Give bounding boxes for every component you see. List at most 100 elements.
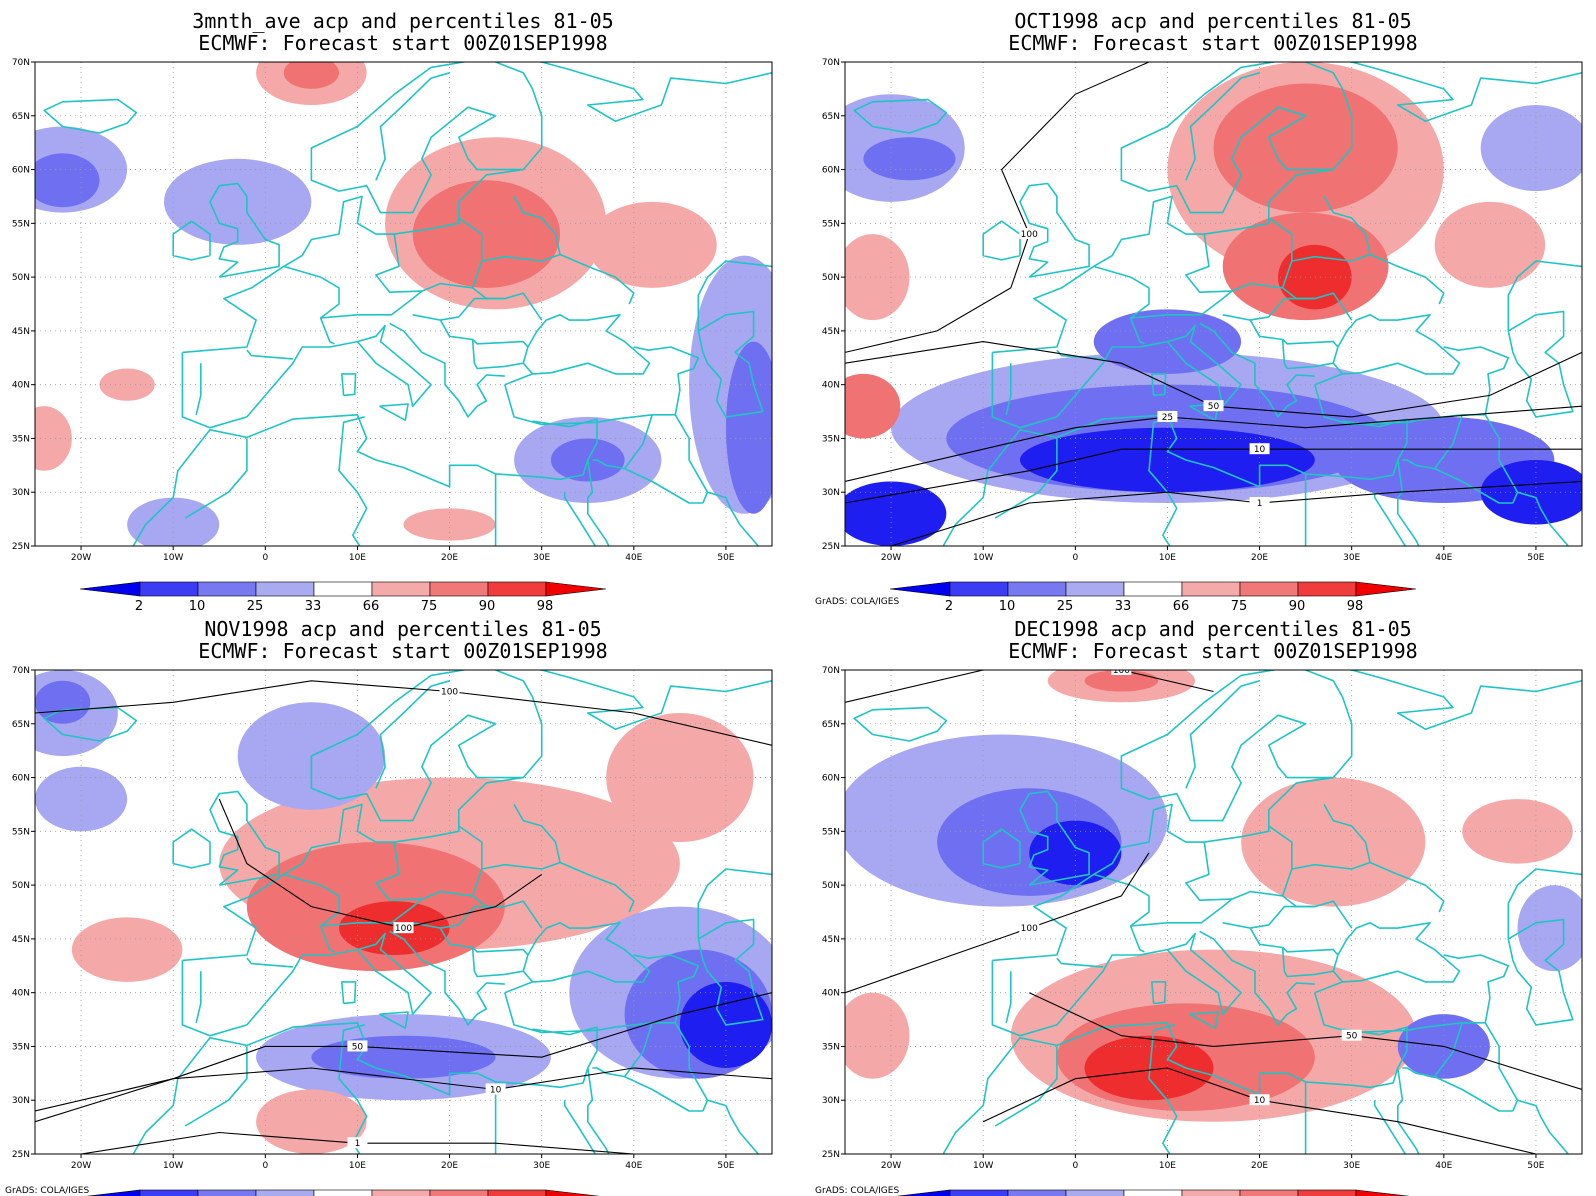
colorbar-label: 33 <box>1115 599 1132 614</box>
coastline <box>1323 196 1371 255</box>
coastline <box>389 322 505 418</box>
panel-nov: NOV1998 acp and percentiles 81-05 ECMWF:… <box>5 617 773 1196</box>
precip-contour <box>890 480 1582 546</box>
lat-tick-label: 60N <box>822 166 840 176</box>
colorbar-segment <box>1181 1189 1241 1196</box>
colorbar-segment <box>429 581 489 597</box>
coastline <box>1434 467 1513 504</box>
coastline <box>982 828 1021 869</box>
coastline <box>1397 1067 1404 1107</box>
coastline <box>942 414 1408 546</box>
coastline <box>1517 1099 1570 1154</box>
colorbar-segment <box>1065 1189 1125 1196</box>
coastline <box>184 1046 248 1127</box>
contour-label-box <box>1203 400 1224 412</box>
precip-contour <box>845 670 1214 703</box>
panel-title-line2: ECMWF: Forecast start 00Z01SEP1998 <box>1008 639 1417 663</box>
lon-tick-label: 10W <box>973 553 993 563</box>
precip-contour <box>35 680 772 746</box>
colorbar-segment <box>487 581 547 597</box>
colorbar-label: 10 <box>999 599 1016 614</box>
lat-tick-label: 35N <box>822 1042 840 1052</box>
coastline <box>1249 319 1339 348</box>
percentile-shading-blue1 <box>1517 885 1582 972</box>
colorbar-extend-low <box>895 1189 951 1196</box>
contour-label: 25 <box>1162 413 1173 423</box>
colorbar-extend-low <box>889 581 951 597</box>
percentile-shading-blue1 <box>127 497 220 546</box>
percentile-shading-blue1 <box>35 766 128 832</box>
coastline <box>992 670 1582 962</box>
coastline <box>994 1046 1058 1127</box>
contour-label: 50 <box>1208 402 1220 412</box>
coastline <box>1507 260 1582 331</box>
coastline <box>471 339 524 370</box>
coastline <box>513 804 561 863</box>
lat-tick-label: 65N <box>12 720 30 730</box>
lat-tick-label: 50N <box>822 881 840 891</box>
lat-tick-label: 55N <box>12 219 30 229</box>
lat-tick-label: 70N <box>12 58 30 68</box>
colorbar-segment <box>139 1189 199 1196</box>
coastline <box>587 497 610 546</box>
panel-title-line2: ECMWF: Forecast start 00Z01SEP1998 <box>198 639 607 663</box>
coastline <box>283 265 340 345</box>
lon-tick-label: 30E <box>1343 553 1360 563</box>
percentile-shading-red1 <box>845 992 910 1079</box>
contour-label: 100 <box>1113 666 1130 676</box>
percentile-shading-red1 <box>1241 777 1426 907</box>
lat-tick-label: 30N <box>822 1096 840 1106</box>
colorbar-label: 33 <box>305 599 322 614</box>
panel-oct: OCT1998 acp and percentiles 81-05 ECMWF:… <box>815 9 1583 614</box>
lat-tick-label: 40N <box>12 381 30 391</box>
colorbar-segment <box>1239 581 1299 597</box>
coastline <box>43 706 138 742</box>
coastline <box>624 467 703 504</box>
coastline <box>412 297 505 321</box>
panel-title-line1: OCT1998 acp and percentiles 81-05 <box>1014 9 1411 33</box>
map-frame <box>34 669 773 1155</box>
lat-tick-label: 55N <box>822 827 840 837</box>
lat-tick-label: 55N <box>12 827 30 837</box>
contour-label-box <box>439 685 460 697</box>
percentile-shading-red2 <box>1213 83 1398 213</box>
panel-title-line1: 3mnth_ave acp and percentiles 81-05 <box>192 9 613 33</box>
coastline <box>246 349 293 360</box>
contour-label-box <box>1249 443 1270 455</box>
colorbar-segment <box>255 581 315 597</box>
coastline <box>1268 217 1293 289</box>
coastline <box>513 196 561 255</box>
coastline <box>1291 253 1445 305</box>
lon-tick-label: 20W <box>881 553 901 563</box>
colorbar-extend-low <box>85 1189 141 1196</box>
colorbar-label: 90 <box>479 599 496 614</box>
panel-dec: DEC1998 acp and percentiles 81-05 ECMWF:… <box>815 617 1583 1196</box>
colorbar-segment <box>1239 1189 1299 1196</box>
percentile-shading-blue2 <box>35 680 91 724</box>
percentile-shading-red1 <box>99 368 155 401</box>
coastline <box>181 932 432 1037</box>
precip-contour <box>218 798 543 929</box>
panel-seasonal: 3mnth_ave acp and percentiles 81-05 ECMW… <box>12 9 773 614</box>
coastline <box>1019 182 1090 278</box>
colorbar-label: 66 <box>363 599 380 614</box>
grads-credit: GrADS: COLA/IGES <box>815 597 899 607</box>
lon-tick-label: 50E <box>717 1161 734 1171</box>
percentile-shading-red2 <box>412 180 561 288</box>
coastline <box>1402 1022 1463 1078</box>
coastline <box>1314 922 1461 994</box>
colorbar-segment <box>429 1189 489 1196</box>
colorbar-segment <box>1123 581 1183 597</box>
lon-tick-label: 50E <box>717 553 734 563</box>
coastline <box>563 1100 597 1154</box>
panel-title-line1: DEC1998 acp and percentiles 81-05 <box>1014 617 1411 641</box>
contour-label-box <box>347 1137 368 1149</box>
contour-label-box <box>1341 1029 1362 1041</box>
lon-tick-label: 0 <box>262 553 268 563</box>
percentile-shading-red1 <box>35 406 72 471</box>
colorbar-label: 25 <box>247 599 264 614</box>
lon-tick-label: 40E <box>1435 1161 1452 1171</box>
coastline <box>991 932 1242 1037</box>
coastline <box>495 62 543 171</box>
